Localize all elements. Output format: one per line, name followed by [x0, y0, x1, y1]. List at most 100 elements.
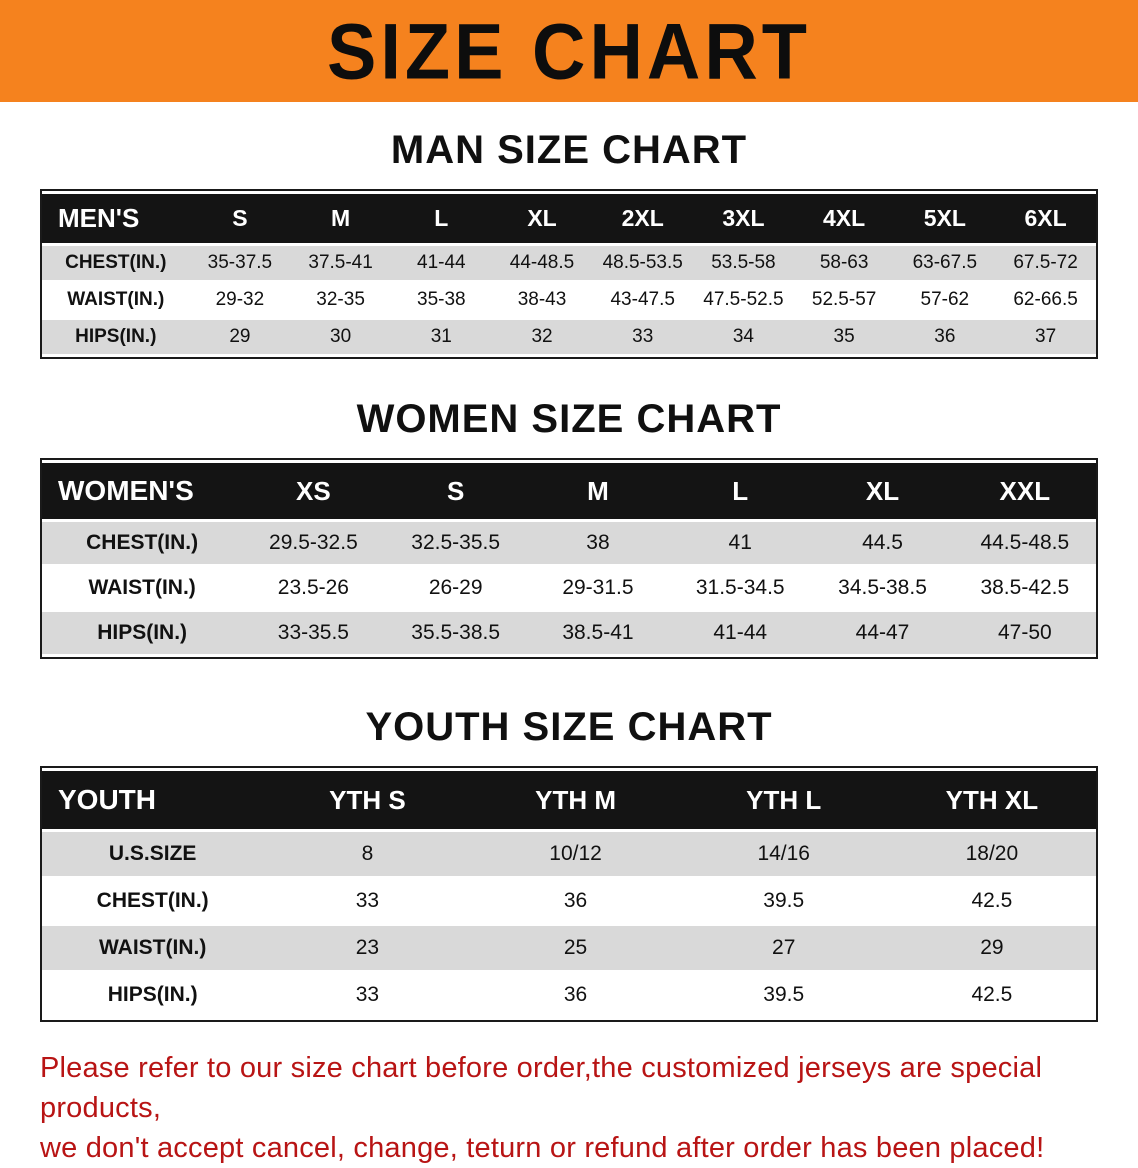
table-cell: 10/12: [471, 832, 680, 876]
womens-size-table: WOMEN'S XS S M L XL XXL CHEST(IN.) 29.5-32.5 32.5…: [42, 460, 1096, 657]
table-row: CHEST(IN.) 29.5-32.5 32.5-35.5 38 41 44.5 44.5…: [42, 522, 1096, 564]
table-cell: 53.5-58: [693, 246, 794, 280]
table-cell: 63-67.5: [894, 246, 996, 280]
table-cell: 31.5-34.5: [669, 567, 812, 609]
table-corner-label: WOMEN'S: [42, 463, 243, 519]
size-column-header: XL: [811, 463, 954, 519]
table-cell: 38: [526, 522, 670, 564]
table-cell: 35-37.5: [189, 246, 291, 280]
disclaimer-text: Please refer to our size chart before or…: [40, 1048, 1108, 1168]
table-row: CHEST(IN.) 33 36 39.5 42.5: [42, 879, 1096, 923]
size-column-header: L: [390, 194, 492, 243]
table-row: HIPS(IN.) 33 36 39.5 42.5: [42, 973, 1096, 1017]
size-column-header: YTH XL: [887, 771, 1096, 829]
table-cell: 36: [894, 320, 996, 354]
table-cell: 36: [471, 973, 680, 1017]
size-column-header: S: [384, 463, 527, 519]
table-header-row: MEN'S S M L XL 2XL 3XL 4XL 5XL 6XL: [42, 194, 1096, 243]
women-size-chart-title: WOMEN SIZE CHART: [356, 397, 782, 441]
size-column-header: XXL: [953, 463, 1096, 519]
man-size-section: MAN SIZE CHART MEN'S S M L XL 2XL 3XL 4XL 5XL 6XL…: [0, 128, 1138, 359]
table-cell: 34: [693, 320, 794, 354]
table-cell: 29.5-32.5: [242, 522, 385, 564]
row-label: CHEST(IN.): [42, 879, 264, 923]
table-cell: 52.5-57: [793, 283, 895, 317]
table-cell: 36: [471, 879, 680, 923]
size-column-header: YTH S: [263, 771, 472, 829]
table-cell: 62-66.5: [995, 283, 1096, 317]
table-row: WAIST(IN.) 23 25 27 29: [42, 926, 1096, 970]
table-cell: 42.5: [887, 973, 1096, 1017]
table-cell: 33: [263, 973, 472, 1017]
table-cell: 32: [491, 320, 593, 354]
table-cell: 26-29: [384, 567, 527, 609]
size-column-header: M: [290, 194, 391, 243]
size-column-header: 2XL: [592, 194, 694, 243]
womens-size-table-wrapper: WOMEN'S XS S M L XL XXL CHEST(IN.) 29.5-32.5 32.5…: [40, 458, 1098, 659]
table-cell: 32.5-35.5: [384, 522, 527, 564]
size-column-header: XL: [491, 194, 593, 243]
table-cell: 8: [263, 832, 472, 876]
row-label: WAIST(IN.): [42, 567, 243, 609]
size-column-header: 3XL: [693, 194, 794, 243]
table-cell: 35.5-38.5: [384, 612, 527, 654]
size-column-header: YTH M: [471, 771, 680, 829]
disclaimer-line-1: Please refer to our size chart before or…: [40, 1052, 1043, 1125]
table-cell: 38-43: [491, 283, 593, 317]
size-column-header: YTH L: [679, 771, 888, 829]
table-cell: 23: [263, 926, 472, 970]
size-column-header: 5XL: [894, 194, 996, 243]
size-column-header: M: [526, 463, 670, 519]
table-cell: 18/20: [887, 832, 1096, 876]
youth-size-chart-title: YOUTH SIZE CHART: [365, 705, 773, 749]
table-header-row: YOUTH YTH S YTH M YTH L YTH XL: [42, 771, 1096, 829]
table-corner-label: MEN'S: [42, 194, 190, 243]
table-row: WAIST(IN.) 29-32 32-35 35-38 38-43 43-47.5 47.…: [42, 283, 1096, 317]
table-cell: 23.5-26: [242, 567, 385, 609]
row-label: HIPS(IN.): [42, 320, 190, 354]
table-cell: 35: [793, 320, 895, 354]
row-label: CHEST(IN.): [42, 246, 190, 280]
table-cell: 29: [887, 926, 1096, 970]
table-cell: 33-35.5: [242, 612, 385, 654]
table-cell: 47.5-52.5: [693, 283, 794, 317]
table-cell: 44.5-48.5: [953, 522, 1096, 564]
table-row: HIPS(IN.) 29 30 31 32 33 34 35 36 37: [42, 320, 1096, 354]
table-cell: 30: [290, 320, 391, 354]
table-cell: 41-44: [390, 246, 492, 280]
table-row: CHEST(IN.) 35-37.5 37.5-41 41-44 44-48.5 48.5…: [42, 246, 1096, 280]
table-cell: 32-35: [290, 283, 391, 317]
table-cell: 67.5-72: [995, 246, 1096, 280]
table-cell: 33: [592, 320, 694, 354]
table-cell: 39.5: [679, 879, 888, 923]
table-row: HIPS(IN.) 33-35.5 35.5-38.5 38.5-41 41-44 44-…: [42, 612, 1096, 654]
size-column-header: S: [189, 194, 291, 243]
mens-size-table-wrapper: MEN'S S M L XL 2XL 3XL 4XL 5XL 6XL CHEST(IN.) 35-37…: [40, 189, 1098, 359]
table-cell: 57-62: [894, 283, 996, 317]
table-cell: 34.5-38.5: [811, 567, 954, 609]
page-title: SIZE CHART: [327, 7, 811, 95]
man-size-chart-title: MAN SIZE CHART: [390, 128, 748, 172]
youth-size-table-wrapper: YOUTH YTH S YTH M YTH L YTH XL U.S.SIZE 8 10/12…: [40, 766, 1098, 1022]
table-cell: 31: [390, 320, 492, 354]
table-cell: 58-63: [793, 246, 895, 280]
table-cell: 33: [263, 879, 472, 923]
table-cell: 25: [471, 926, 680, 970]
table-cell: 27: [679, 926, 888, 970]
table-cell: 39.5: [679, 973, 888, 1017]
table-cell: 29: [189, 320, 291, 354]
table-corner-label: YOUTH: [42, 771, 264, 829]
size-column-header: 6XL: [995, 194, 1096, 243]
table-cell: 47-50: [953, 612, 1096, 654]
row-label: HIPS(IN.): [42, 973, 264, 1017]
table-header-row: WOMEN'S XS S M L XL XXL: [42, 463, 1096, 519]
table-cell: 41-44: [669, 612, 812, 654]
table-cell: 35-38: [390, 283, 492, 317]
table-cell: 41: [669, 522, 812, 564]
disclaimer-line-2: we don't accept cancel, change, teturn o…: [40, 1132, 1045, 1165]
size-chart-banner: SIZE CHART: [0, 0, 1138, 102]
table-cell: 44.5: [811, 522, 954, 564]
size-column-header: L: [669, 463, 812, 519]
table-cell: 37: [995, 320, 1096, 354]
